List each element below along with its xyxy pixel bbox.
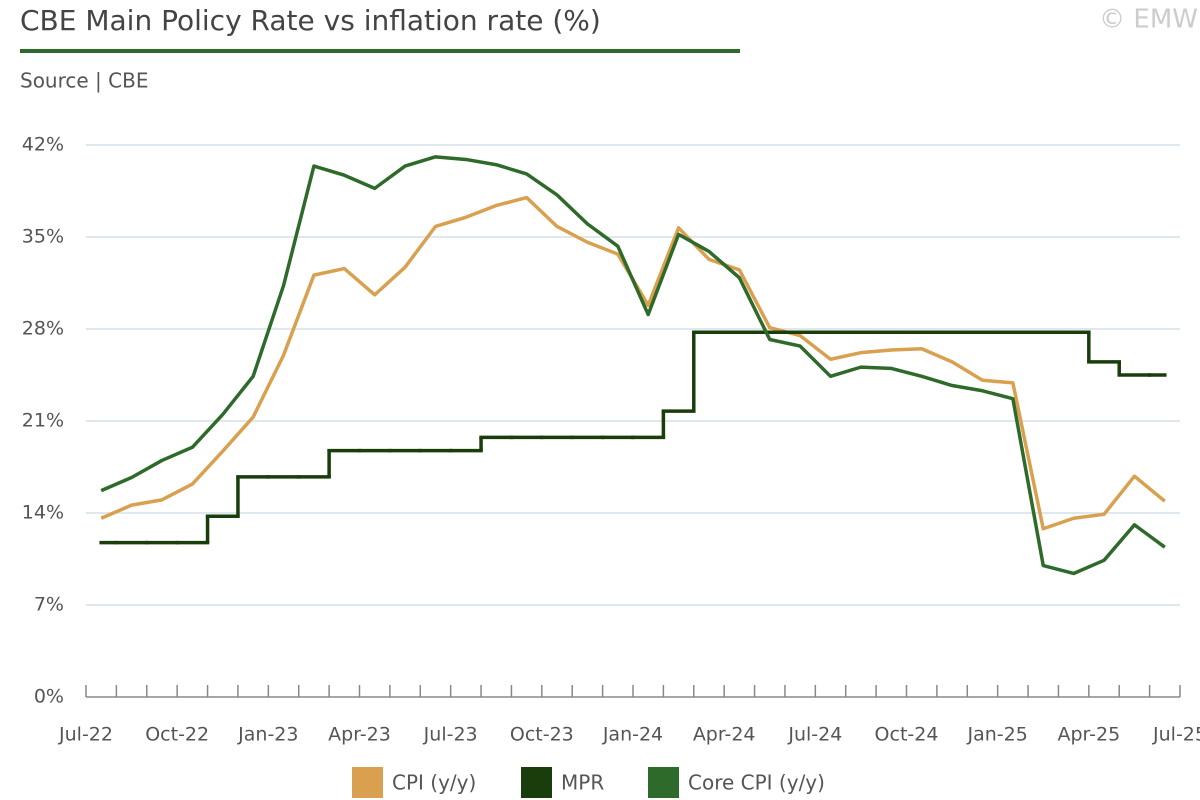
legend-swatch (521, 767, 552, 798)
y-tick-label: 35% (22, 226, 64, 248)
x-tick-label: Jan-23 (237, 724, 298, 746)
x-tick-label: Apr-25 (1057, 724, 1120, 746)
chart-title: CBE Main Policy Rate vs inflation rate (… (20, 4, 601, 37)
legend-swatch (352, 767, 383, 798)
x-tick-label: Jan-24 (602, 724, 663, 746)
y-tick-label: 28% (22, 318, 64, 340)
x-tick-label: Apr-24 (693, 724, 756, 746)
legend-label: MPR (561, 771, 604, 795)
x-tick-label: Jul-24 (787, 724, 842, 746)
y-tick-label: 42% (22, 134, 64, 156)
x-tick-label: Apr-23 (328, 724, 391, 746)
x-tick-label: Jan-25 (967, 724, 1028, 746)
chart-subtitle: Source | CBE (20, 69, 148, 93)
x-tick-label: Jul-22 (58, 724, 113, 746)
y-tick-label: 7% (34, 594, 64, 616)
x-tick-label: Jul-25 (1152, 724, 1200, 746)
series-line (100, 155, 1166, 576)
x-tick-label: Oct-22 (145, 724, 209, 746)
y-tick-label: 21% (22, 410, 64, 432)
legend-swatch (648, 767, 679, 798)
y-tick-label: 0% (34, 686, 64, 708)
legend-label: CPI (y/y) (392, 771, 476, 795)
legend-label: Core CPI (y/y) (688, 771, 825, 795)
x-tick-label: Oct-24 (875, 724, 939, 746)
watermark: © EMW (1099, 5, 1198, 35)
y-tick-label: 14% (22, 502, 64, 524)
x-tick-label: Oct-23 (510, 724, 574, 746)
series-line (100, 195, 1166, 531)
title-underline (20, 49, 740, 53)
x-tick-label: Jul-23 (423, 724, 478, 746)
